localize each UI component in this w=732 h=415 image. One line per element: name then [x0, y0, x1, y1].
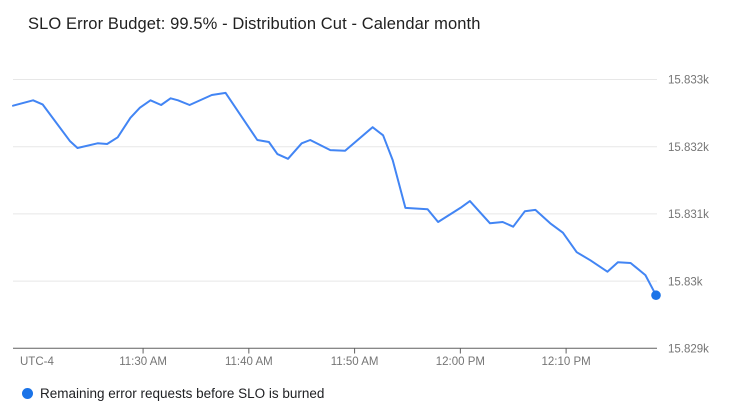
y-tick-label: 15.832k	[668, 142, 709, 154]
series-line	[12, 91, 657, 297]
series-end-point-dot	[651, 290, 661, 301]
y-tick-label: 15.831k	[668, 209, 709, 221]
x-tick-label: 12:10 PM	[541, 356, 590, 368]
y-tick-label: 15.83k	[668, 276, 703, 288]
legend: Remaining error requests before SLO is b…	[22, 386, 324, 401]
x-tick-label: 11:30 AM	[119, 356, 167, 368]
chart-title: SLO Error Budget: 99.5% - Distribution C…	[28, 15, 481, 33]
y-tick-label: 15.829k	[668, 344, 709, 356]
legend-marker-icon	[22, 388, 33, 399]
x-tick-label: 11:50 AM	[331, 356, 379, 368]
utc-offset-label: UTC-4	[20, 356, 54, 368]
legend-label: Remaining error requests before SLO is b…	[40, 386, 325, 401]
x-tick-label: 11:40 AM	[225, 356, 273, 368]
x-tick-label: 12:00 PM	[436, 356, 485, 368]
y-tick-label: 15.833k	[668, 75, 709, 87]
